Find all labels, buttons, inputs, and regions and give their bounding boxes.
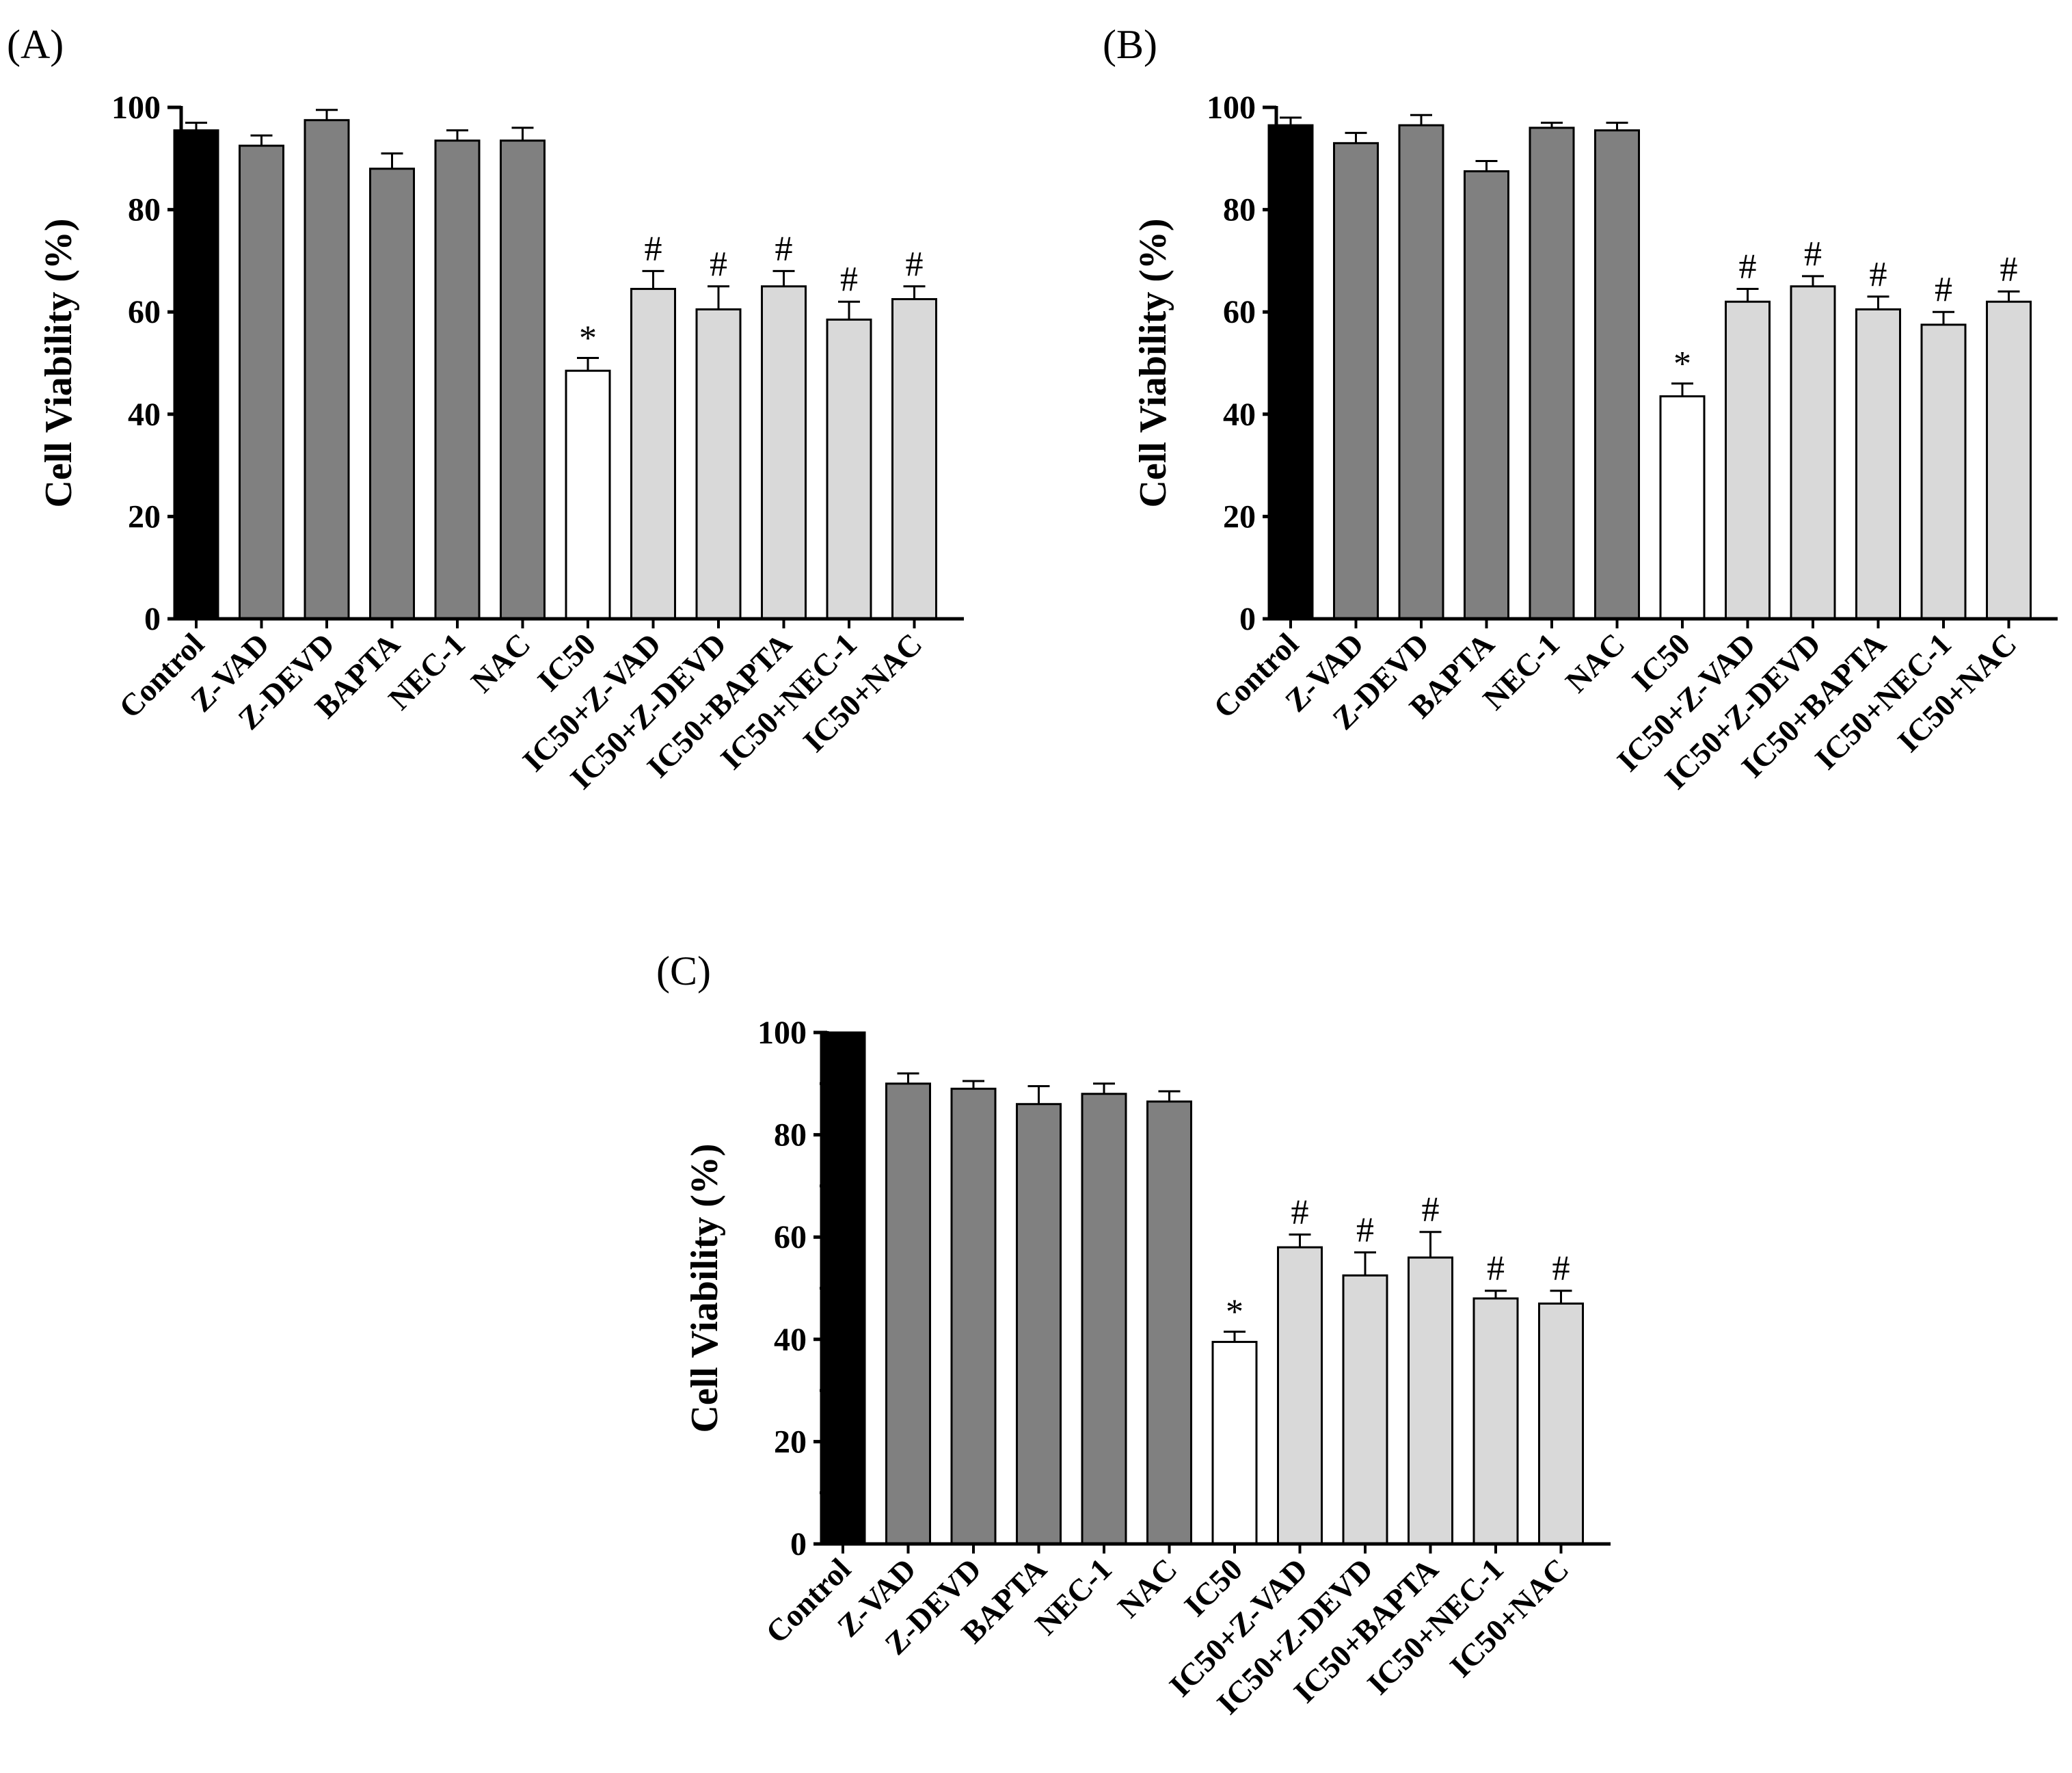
- bar-z-devd: [950, 1087, 997, 1545]
- significance-hash: #: [1804, 235, 1822, 274]
- significance-star: *: [1673, 345, 1691, 384]
- bar-bapta: [369, 168, 415, 620]
- x-tick-label: Control: [1207, 626, 1305, 725]
- bar-ic50-bapta: [761, 285, 807, 620]
- bar-ic50-nac: [1986, 300, 2032, 620]
- y-tick-label: 100: [111, 90, 161, 126]
- bar-ic50: [1211, 1341, 1258, 1545]
- x-tick-label: NAC: [1111, 1551, 1184, 1625]
- bar-ic50-nec-1: [1920, 323, 1967, 620]
- bar-ic50-nec-1: [826, 318, 872, 620]
- significance-hash: #: [1739, 248, 1757, 286]
- bar-ic50-nec-1: [1472, 1297, 1519, 1545]
- y-tick-label: 60: [128, 294, 161, 330]
- bar-z-devd: [1398, 124, 1444, 620]
- bar-nec-1: [1081, 1093, 1127, 1545]
- bar-ic50-nac: [891, 298, 937, 620]
- y-axis-label: Cell Viability (%): [684, 1143, 726, 1432]
- bar-z-devd: [304, 119, 350, 620]
- significance-hash: #: [1552, 1249, 1570, 1288]
- bar-ic50-z-vad: [630, 288, 676, 620]
- bar-bapta: [1016, 1103, 1062, 1545]
- bar-ic50-bapta: [1408, 1256, 1453, 1545]
- significance-hash: #: [775, 229, 793, 268]
- bar-ic50-bapta: [1855, 308, 1901, 620]
- significance-hash: #: [1870, 255, 1887, 294]
- x-tick-label: NAC: [464, 626, 537, 699]
- bar-z-vad: [1333, 142, 1379, 620]
- y-tick-label: 40: [774, 1322, 807, 1358]
- bar-ic50-z-vad: [1725, 300, 1771, 620]
- bar-z-vad: [885, 1082, 931, 1545]
- bar-ic50-z-devd: [1790, 285, 1836, 620]
- bar-z-vad: [239, 144, 284, 620]
- chart-panel-c: (C)Cell Viability (%)ControlZ-VADZ-DEVDB…: [656, 948, 1611, 1721]
- bar-nac: [1146, 1100, 1192, 1545]
- y-tick-label: 20: [1223, 498, 1256, 535]
- y-tick-label: 80: [128, 192, 161, 228]
- bar-ic50: [1659, 395, 1706, 620]
- significance-hash: #: [1291, 1192, 1309, 1231]
- panel-letter: (B): [1103, 22, 1157, 67]
- y-tick-label: 0: [144, 601, 161, 637]
- y-tick-label: 40: [128, 397, 161, 433]
- significance-hash: #: [1356, 1211, 1374, 1250]
- significance-star: *: [579, 319, 597, 358]
- bar-ic50-z-vad: [1277, 1246, 1323, 1545]
- y-tick-label: 0: [790, 1526, 807, 1562]
- significance-hash: #: [1422, 1190, 1440, 1229]
- bar-nec-1: [434, 139, 481, 620]
- bar-bapta: [1464, 170, 1509, 620]
- bar-nac: [500, 139, 546, 620]
- significance-hash: #: [2000, 250, 2018, 289]
- significance-hash: #: [840, 260, 858, 299]
- y-tick-label: 60: [774, 1219, 807, 1255]
- y-axis-label: Cell Viability (%): [38, 218, 80, 507]
- bar-nec-1: [1529, 126, 1575, 620]
- y-tick-label: 80: [774, 1117, 807, 1154]
- bar-ic50: [565, 369, 611, 620]
- y-tick-label: 40: [1223, 397, 1256, 433]
- bar-ic50-z-devd: [695, 308, 742, 620]
- y-tick-label: 80: [1223, 192, 1256, 228]
- significance-hash: #: [710, 245, 727, 284]
- significance-hash: #: [1487, 1249, 1505, 1288]
- bar-ic50-z-devd: [1342, 1274, 1388, 1545]
- significance-hash: #: [906, 245, 924, 284]
- y-tick-label: 60: [1223, 294, 1256, 330]
- significance-hash: #: [1935, 270, 1952, 309]
- chart-panel-a: (A)Cell Viability (%)ControlZ-VADZ-DEVDB…: [7, 22, 964, 796]
- y-tick-label: 100: [757, 1015, 807, 1051]
- significance-star: *: [1226, 1293, 1243, 1332]
- bar-nac: [1594, 129, 1640, 620]
- y-tick-label: 100: [1207, 90, 1256, 126]
- y-tick-label: 20: [128, 498, 161, 535]
- panel-letter: (C): [656, 948, 711, 994]
- y-axis-label: Cell Viability (%): [1132, 218, 1174, 507]
- x-tick-label: NAC: [1559, 626, 1632, 699]
- chart-panel-b: (B)Cell Viability (%)ControlZ-VADZ-DEVDB…: [1103, 22, 2058, 796]
- y-tick-label: 0: [1239, 601, 1256, 637]
- y-tick-label: 20: [774, 1424, 807, 1460]
- panel-letter: (A): [7, 22, 64, 67]
- x-tick-label: Control: [112, 626, 211, 725]
- bar-ic50-nac: [1538, 1302, 1584, 1545]
- x-tick-label: Control: [759, 1551, 857, 1650]
- significance-hash: #: [645, 229, 662, 268]
